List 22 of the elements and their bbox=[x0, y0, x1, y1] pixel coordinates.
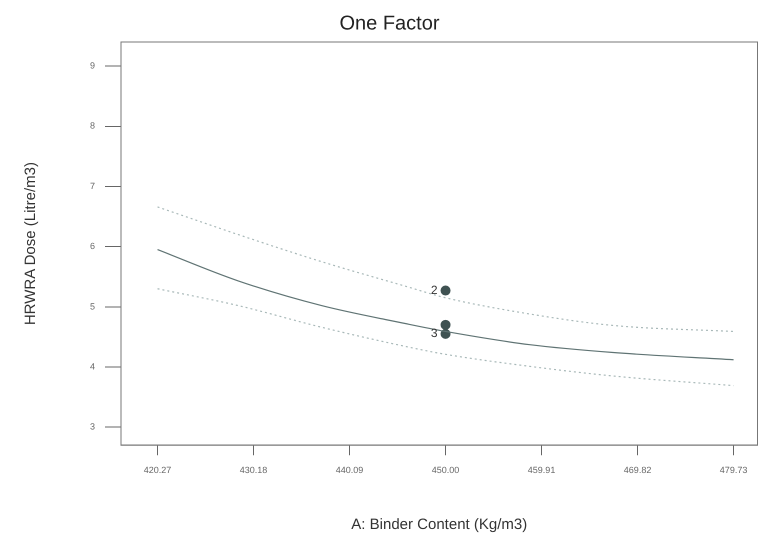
annotation: 3 bbox=[430, 326, 438, 340]
x-tick-label: 469.82 bbox=[624, 465, 652, 476]
y-tick-label: 7 bbox=[90, 180, 96, 191]
x-tick-label: 450.00 bbox=[432, 465, 460, 476]
y-tick-label: 9 bbox=[90, 60, 96, 71]
annotation: 2 bbox=[430, 282, 438, 297]
y-tick-label: 6 bbox=[90, 241, 96, 252]
y-tick-label: 8 bbox=[90, 120, 96, 131]
x-tick-label: 430.18 bbox=[240, 465, 268, 476]
chart-title: One Factor bbox=[339, 12, 440, 35]
x-tick-label: 440.09 bbox=[336, 465, 364, 476]
point bbox=[440, 286, 451, 296]
y-tick-label: 5 bbox=[90, 301, 96, 312]
y-axis-title: HRWRA Dose (Litre/m3) bbox=[22, 162, 40, 326]
point bbox=[440, 320, 451, 330]
x-tick-label: 479.73 bbox=[720, 465, 748, 476]
x-axis-title: A: Binder Content (Kg/m3) bbox=[351, 516, 528, 534]
y-tick-label: 4 bbox=[90, 361, 96, 372]
y-tick-label: 3 bbox=[90, 422, 96, 432]
line-series bbox=[156, 249, 734, 360]
x-tick-label: 459.91 bbox=[528, 465, 556, 476]
x-tick-label: 420.27 bbox=[144, 465, 172, 476]
